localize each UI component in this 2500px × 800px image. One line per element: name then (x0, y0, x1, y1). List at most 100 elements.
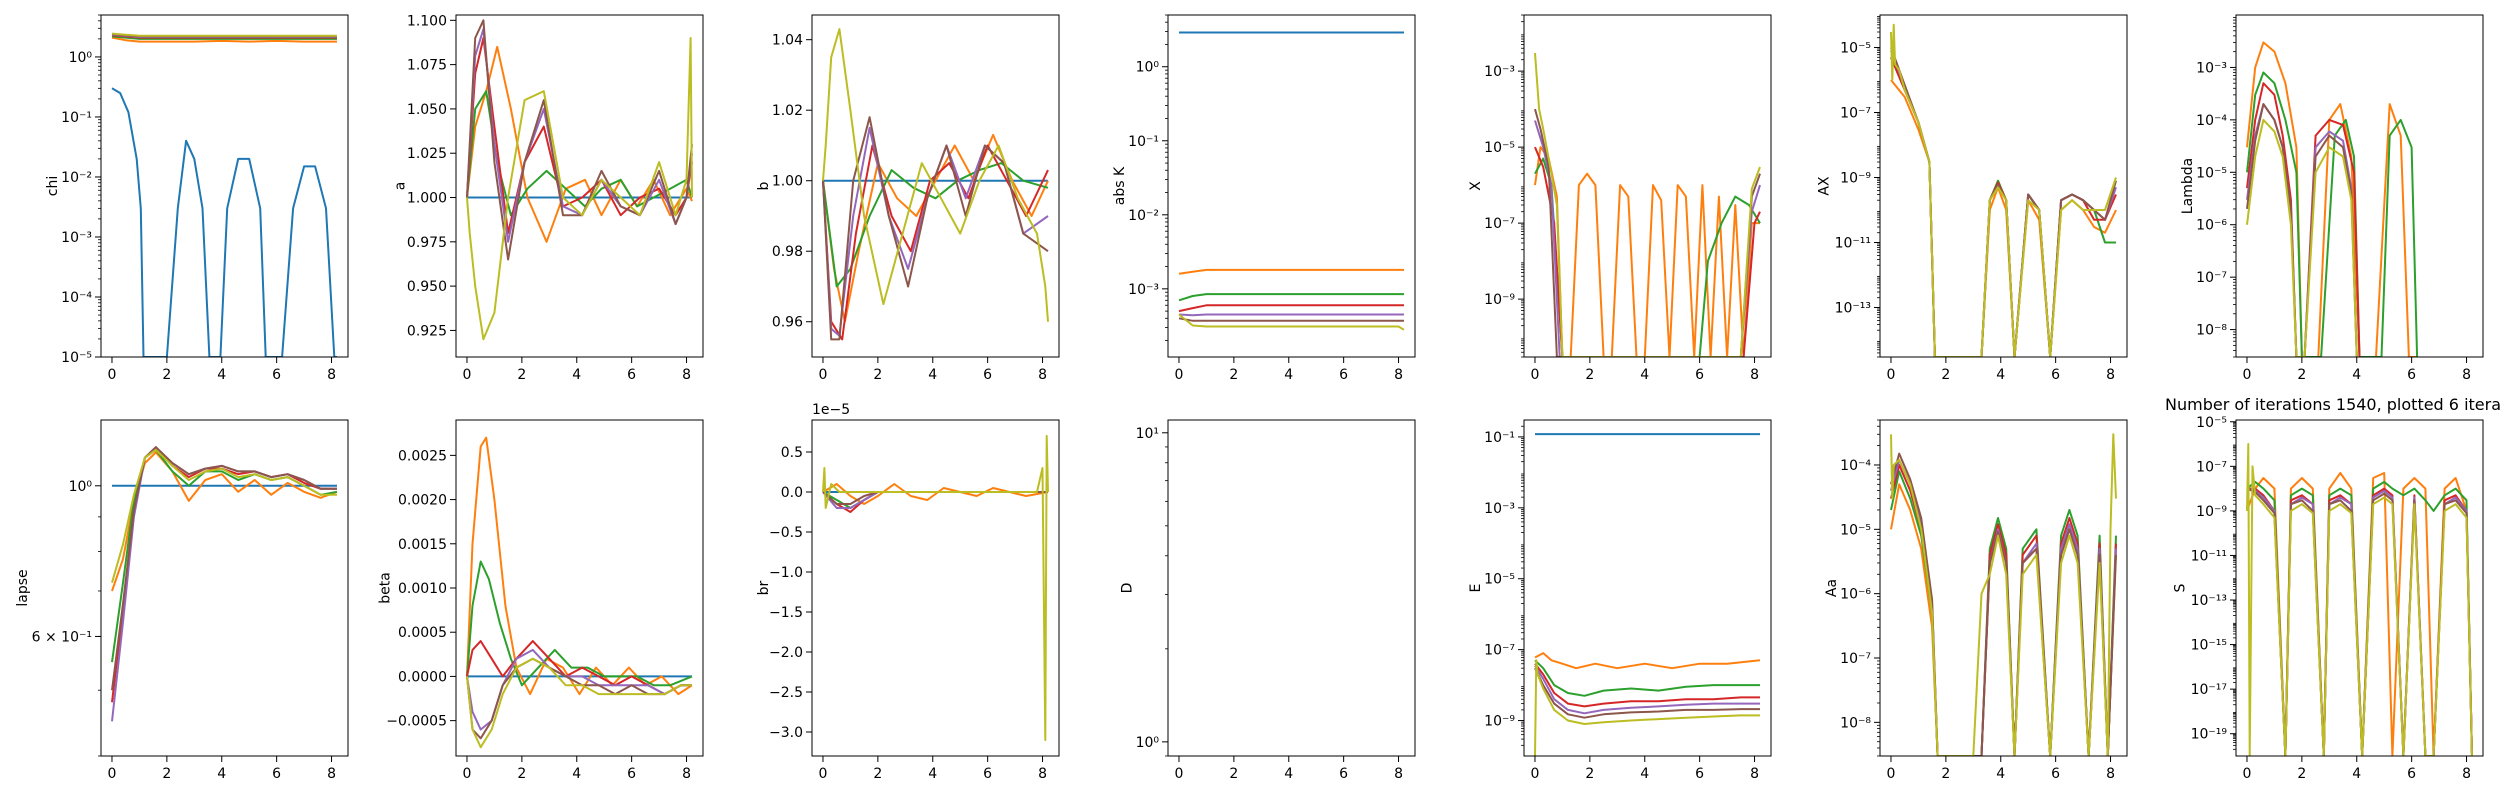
series-line-2 (1534, 659, 1760, 697)
series-line-3 (1890, 458, 2117, 756)
y-tick-label: 10⁻⁸ (1840, 715, 1871, 731)
x-tick-label: 0 (463, 766, 472, 782)
y-tick-label: −0.5 (769, 525, 803, 541)
y-tick-label: 10¹ (1136, 426, 1159, 442)
y-tick-label: 1.100 (407, 13, 447, 29)
y-tick-label: 10⁻¹¹ (1835, 236, 1871, 252)
y-tick-label: 10⁻¹⁹ (2191, 727, 2228, 743)
series-line-4 (1178, 313, 1404, 317)
x-tick-label: 8 (2462, 367, 2471, 383)
x-tick-label: 6 (1339, 766, 1348, 782)
x-tick-label: 6 (983, 367, 992, 383)
series-line-6 (466, 657, 692, 749)
y-tick-label: 0.0005 (398, 625, 447, 641)
x-tick-label: 4 (1640, 766, 1649, 782)
x-tick-label: 2 (2297, 766, 2306, 782)
y-tick-label: 10⁻¹¹ (2191, 548, 2227, 564)
x-tick-label: 6 (1695, 766, 1704, 782)
y-tick-label: 10⁻⁷ (1484, 216, 1515, 232)
x-tick-label: 2 (162, 766, 171, 782)
series-group (822, 435, 1049, 741)
subplot-4: 0 2 4 6 8 10⁻⁹ 10⁻⁷ 10⁻⁵ 10⁻³ X (1468, 14, 1772, 383)
y-tick-label: 10⁻⁹ (2196, 504, 2227, 520)
y-tick-label: 10⁻³ (1484, 64, 1515, 80)
subplot-7: 0 2 4 6 8 6 × 10⁻¹ 10⁰ lapse (15, 419, 349, 782)
y-tick-label: 10⁻⁸ (2196, 323, 2227, 339)
series-line-1 (466, 45, 693, 243)
series-group (1534, 52, 1761, 357)
y-tick-label: 0.96 (772, 315, 803, 331)
subplot-12: 0 2 4 6 8 10⁻⁸ 10⁻⁷ 10⁻⁶ 10⁻⁵ 10⁻⁴ Aa (1824, 419, 2128, 782)
y-tick-label: 1.04 (772, 33, 803, 49)
x-tick-label: 4 (1284, 766, 1293, 782)
x-tick-label: 6 (1339, 367, 1348, 383)
y-axis-label: X (1468, 181, 1484, 191)
axes-frame (2235, 419, 2484, 757)
x-tick-label: 8 (1394, 766, 1403, 782)
y-axis-label: br (756, 580, 772, 595)
x-tick-label: 0 (1175, 367, 1184, 383)
y-axis-label: E (1468, 584, 1484, 593)
series-line-2 (466, 560, 693, 687)
series-group (466, 436, 693, 749)
subplot-0: 0 2 4 6 8 10⁻⁵ 10⁻⁴ 10⁻³ 10⁻² 10⁻¹ 10⁰ chi (45, 14, 349, 383)
x-tick-label: 8 (2462, 766, 2471, 782)
x-tick-label: 6 (2051, 766, 2060, 782)
y-tick-label: −1.0 (769, 565, 803, 581)
x-tick-label: 6 (627, 367, 636, 383)
series-line-0 (1890, 79, 2117, 357)
axes-frame (1167, 14, 1416, 358)
series-line-4 (1890, 452, 2117, 756)
y-tick-label: 10⁰ (69, 50, 93, 66)
series-line-3 (1534, 663, 1760, 708)
series-group (822, 28, 1049, 341)
y-axis-label: Aa (1824, 579, 1840, 597)
subplot-9: 0 2 4 6 8 −3.0 −2.5 −2.0 −1.5 −1.0 −0.5 0.0 0.5 br 1e−… (756, 402, 1060, 782)
y-tick-label: 10⁰ (1136, 60, 1160, 76)
subplot-8: 0 2 4 6 8 −0.0005 0.0000 0.0005 0.0010 0.0015 0.00… (378, 419, 704, 782)
x-tick-label: 4 (1996, 766, 2005, 782)
subplot-13: 0 2 4 6 8 10⁻¹⁹ 10⁻¹⁷ 10⁻¹⁵ 10⁻¹³ 10⁻¹¹ 10⁻⁹ 10⁻⁷ 10… (2173, 415, 2484, 782)
y-axis-label: b (756, 181, 772, 190)
y-tick-label: 0.5 (781, 445, 803, 461)
x-tick-label: 4 (2352, 766, 2361, 782)
y-axis-label: AX (1817, 176, 1833, 196)
y-tick-label: −1.5 (769, 605, 803, 621)
series-line-1 (111, 36, 337, 43)
y-tick-label: 10⁻⁹ (1840, 171, 1871, 187)
series-group (2246, 443, 2473, 756)
series-line-1 (466, 436, 693, 696)
axis-offset-label: 1e−5 (812, 402, 850, 418)
series-line-1 (1890, 56, 2116, 357)
y-tick-label: 0.925 (407, 323, 447, 339)
y-tick-label: 0.0000 (398, 669, 447, 685)
axes-frame (100, 419, 349, 757)
series-line-6 (111, 448, 337, 583)
y-tick-label: 10⁻⁴ (2196, 113, 2227, 129)
y-tick-label: 0.0 (781, 485, 803, 501)
x-tick-label: 8 (1750, 766, 1759, 782)
axes-frame (811, 14, 1060, 358)
y-tick-label: 10⁻² (1128, 208, 1159, 224)
x-tick-label: 8 (682, 766, 691, 782)
axes-frame (1167, 419, 1416, 757)
x-tick-label: 8 (682, 367, 691, 383)
series-line-1 (822, 483, 1049, 505)
x-tick-label: 2 (873, 766, 882, 782)
y-tick-label: 10⁻³ (2196, 60, 2227, 76)
y-tick-label: −0.0005 (386, 714, 447, 730)
y-tick-label: −2.5 (769, 685, 803, 701)
series-group (466, 19, 693, 341)
axes-frame (2235, 14, 2484, 358)
y-tick-label: 0.0025 (398, 448, 447, 464)
x-tick-label: 8 (2106, 367, 2115, 383)
series-line-5 (2246, 118, 2358, 357)
series-line-2 (2246, 82, 2361, 357)
figure-title: Number of iterations 1540, plotted 6 ite… (2165, 395, 2500, 414)
series-line-0 (2246, 41, 2418, 357)
x-tick-label: 4 (1996, 367, 2005, 383)
series-line-5 (466, 19, 693, 261)
axes-frame (1879, 419, 2128, 757)
x-tick-label: 6 (627, 766, 636, 782)
